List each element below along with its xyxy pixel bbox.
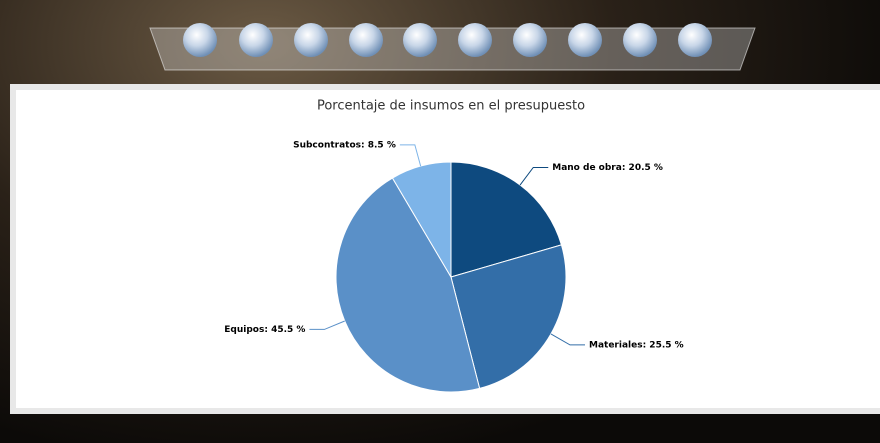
icon-transfer[interactable] <box>403 23 437 57</box>
data-label: Mano de obra: 20.5 % <box>552 163 663 173</box>
icon-users[interactable] <box>623 23 657 57</box>
data-label: Subcontratos: 8.5 % <box>293 140 396 150</box>
icon-favorites[interactable] <box>678 23 712 57</box>
chart-title: Porcentaje de insumos en el presupuesto <box>317 99 585 114</box>
icon-mail[interactable] <box>568 23 602 57</box>
data-label: Equipos: 45.5 % <box>224 325 305 335</box>
icon-tools[interactable] <box>239 23 273 57</box>
icon-boxes[interactable] <box>294 23 328 57</box>
app: Porcentaje de insumos en el presupuesto … <box>0 0 880 443</box>
icon-money[interactable] <box>458 23 492 57</box>
icon-config[interactable] <box>183 23 217 57</box>
icon-warning[interactable] <box>513 23 547 57</box>
icon-equipment[interactable] <box>349 23 383 57</box>
data-label: Materiales: 25.5 % <box>589 340 684 350</box>
